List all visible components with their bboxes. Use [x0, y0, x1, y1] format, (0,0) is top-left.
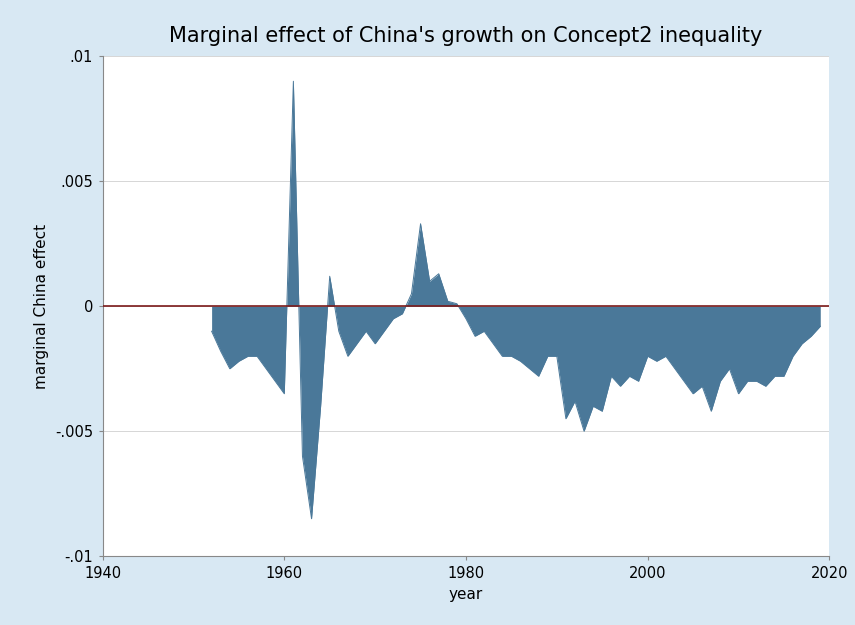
Title: Marginal effect of China's growth on Concept2 inequality: Marginal effect of China's growth on Con… — [169, 26, 763, 46]
Y-axis label: marginal China effect: marginal China effect — [34, 224, 50, 389]
X-axis label: year: year — [449, 586, 483, 601]
